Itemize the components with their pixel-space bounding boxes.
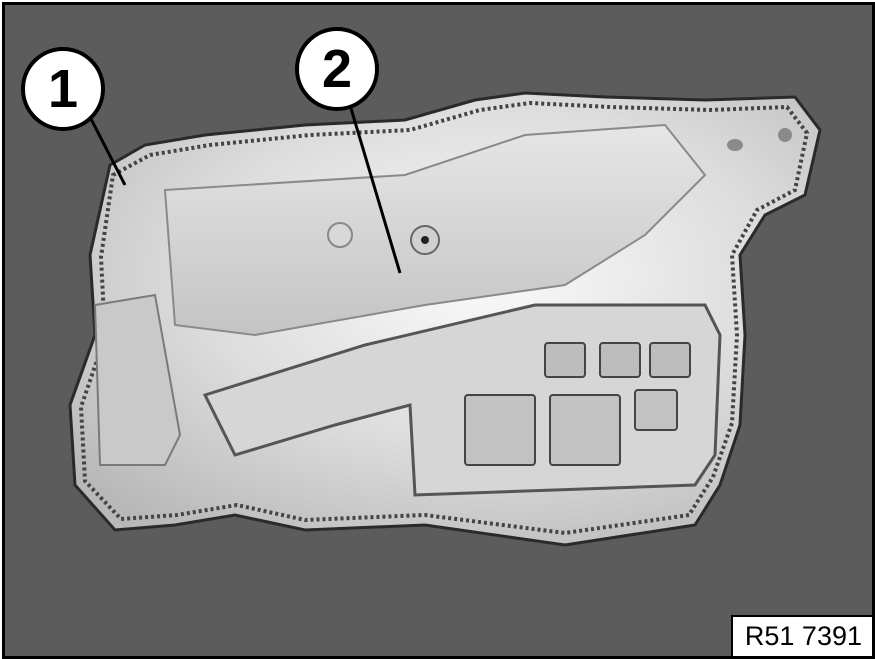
callout-1: 1 <box>21 47 105 131</box>
callout-1-leader <box>88 116 127 186</box>
reference-code: R51 7391 <box>730 615 872 656</box>
callout-2-label: 2 <box>321 39 353 99</box>
door-inner-panel-photo <box>5 5 872 656</box>
callout-2: 2 <box>295 27 379 111</box>
sealing-bead <box>78 100 810 536</box>
callout-2-leader <box>348 104 402 274</box>
callout-1-label: 1 <box>47 59 79 119</box>
